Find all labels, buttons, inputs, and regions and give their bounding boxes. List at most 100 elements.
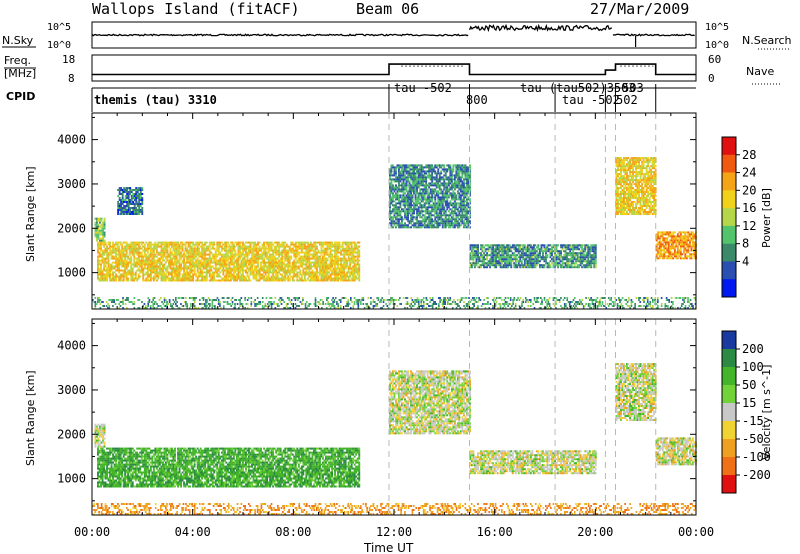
echo-cell bbox=[323, 253, 326, 256]
echo-cell bbox=[341, 269, 344, 272]
echo-cell bbox=[112, 243, 115, 246]
echo-cell bbox=[152, 255, 155, 258]
echo-cell bbox=[323, 271, 326, 274]
echo-cell bbox=[522, 250, 525, 253]
echo-cell bbox=[414, 194, 417, 197]
echo-cell bbox=[198, 267, 201, 270]
echo-cell bbox=[165, 243, 167, 246]
echo-cell bbox=[356, 259, 359, 262]
echo-cell bbox=[199, 273, 202, 276]
echo-cell bbox=[444, 226, 447, 229]
echo-cell bbox=[392, 186, 394, 189]
echo-cell bbox=[198, 241, 201, 244]
echo-cell bbox=[124, 271, 127, 274]
echo-cell bbox=[389, 198, 391, 201]
echo-cell bbox=[130, 255, 133, 258]
echo-cell bbox=[237, 263, 240, 266]
echo-cell bbox=[211, 275, 214, 278]
sky-noise-tick-high-right: 10^5 bbox=[705, 22, 729, 33]
echo-cell bbox=[223, 253, 226, 256]
echo-cell bbox=[205, 273, 208, 276]
echo-cell bbox=[145, 253, 148, 256]
echo-cell bbox=[205, 267, 208, 270]
echo-cell bbox=[272, 265, 275, 268]
echo-cell bbox=[195, 273, 198, 276]
echo-cell bbox=[525, 258, 528, 261]
echo-cell bbox=[548, 262, 550, 265]
echo-cell bbox=[155, 259, 158, 262]
echo-cell bbox=[214, 267, 217, 270]
echo-cell bbox=[300, 257, 303, 260]
echo-cell bbox=[208, 265, 211, 268]
echo-cell bbox=[240, 273, 243, 276]
echo-cell bbox=[279, 267, 282, 270]
echo-cell bbox=[148, 241, 151, 244]
echo-cell bbox=[175, 275, 178, 278]
echo-cell bbox=[300, 255, 303, 258]
echo-cell bbox=[202, 271, 205, 274]
echo-cell bbox=[248, 249, 250, 252]
echo-cell bbox=[284, 241, 287, 244]
echo-cell bbox=[97, 261, 99, 264]
echo-cell bbox=[320, 261, 323, 264]
echo-cell bbox=[276, 261, 279, 264]
echo-cell bbox=[313, 271, 315, 274]
echo-cell bbox=[431, 222, 434, 225]
echo-cell bbox=[140, 247, 143, 250]
echo-cell bbox=[125, 253, 128, 256]
echo-cell bbox=[157, 267, 160, 270]
echo-cell bbox=[189, 257, 192, 260]
echo-cell bbox=[337, 279, 340, 282]
echo-cell bbox=[106, 257, 109, 260]
echo-cell bbox=[196, 263, 199, 266]
echo-cell bbox=[134, 257, 137, 260]
echo-cell bbox=[129, 199, 132, 201]
echo-cell bbox=[425, 180, 428, 183]
echo-cell bbox=[319, 271, 321, 274]
echo-cell bbox=[122, 247, 125, 250]
echo-cell bbox=[236, 277, 238, 280]
echo-cell bbox=[326, 247, 329, 250]
echo-cell bbox=[140, 241, 143, 244]
echo-cell bbox=[275, 275, 278, 278]
echo-cell bbox=[118, 247, 121, 250]
echo-cell bbox=[115, 253, 118, 256]
echo-cell bbox=[134, 251, 137, 254]
echo-cell bbox=[431, 200, 434, 203]
echo-cell bbox=[306, 251, 309, 254]
echo-cell bbox=[393, 212, 396, 215]
echo-cell bbox=[239, 275, 241, 278]
echo-cell bbox=[322, 255, 324, 258]
echo-cell bbox=[316, 257, 318, 260]
echo-cell bbox=[305, 261, 308, 264]
echo-cell bbox=[225, 251, 228, 254]
echo-cell bbox=[128, 257, 131, 260]
echo-cell bbox=[155, 267, 158, 270]
echo-cell bbox=[293, 279, 296, 282]
echo-cell bbox=[97, 249, 99, 252]
echo-cell bbox=[97, 265, 99, 268]
echo-cell bbox=[308, 253, 311, 256]
echo-cell bbox=[355, 263, 358, 266]
echo-cell bbox=[196, 243, 199, 246]
echo-cell bbox=[326, 267, 329, 270]
echo-cell bbox=[225, 279, 228, 282]
echo-cell bbox=[316, 245, 318, 248]
echo-cell bbox=[254, 275, 257, 278]
echo-cell bbox=[331, 277, 334, 280]
echo-cell bbox=[226, 277, 229, 280]
echo-cell bbox=[396, 188, 399, 191]
echo-cell bbox=[458, 174, 461, 177]
echo-cell bbox=[196, 271, 199, 274]
echo-cell bbox=[236, 243, 238, 246]
echo-cell bbox=[291, 269, 294, 272]
echo-cell bbox=[325, 273, 327, 276]
echo-cell bbox=[213, 243, 216, 246]
echo-cell bbox=[287, 257, 290, 260]
echo-cell bbox=[208, 243, 211, 246]
echo-cell bbox=[309, 261, 312, 264]
echo-cell bbox=[122, 253, 125, 256]
echo-cell bbox=[133, 259, 136, 262]
echo-cell bbox=[452, 170, 455, 173]
echo-cell bbox=[322, 249, 324, 252]
